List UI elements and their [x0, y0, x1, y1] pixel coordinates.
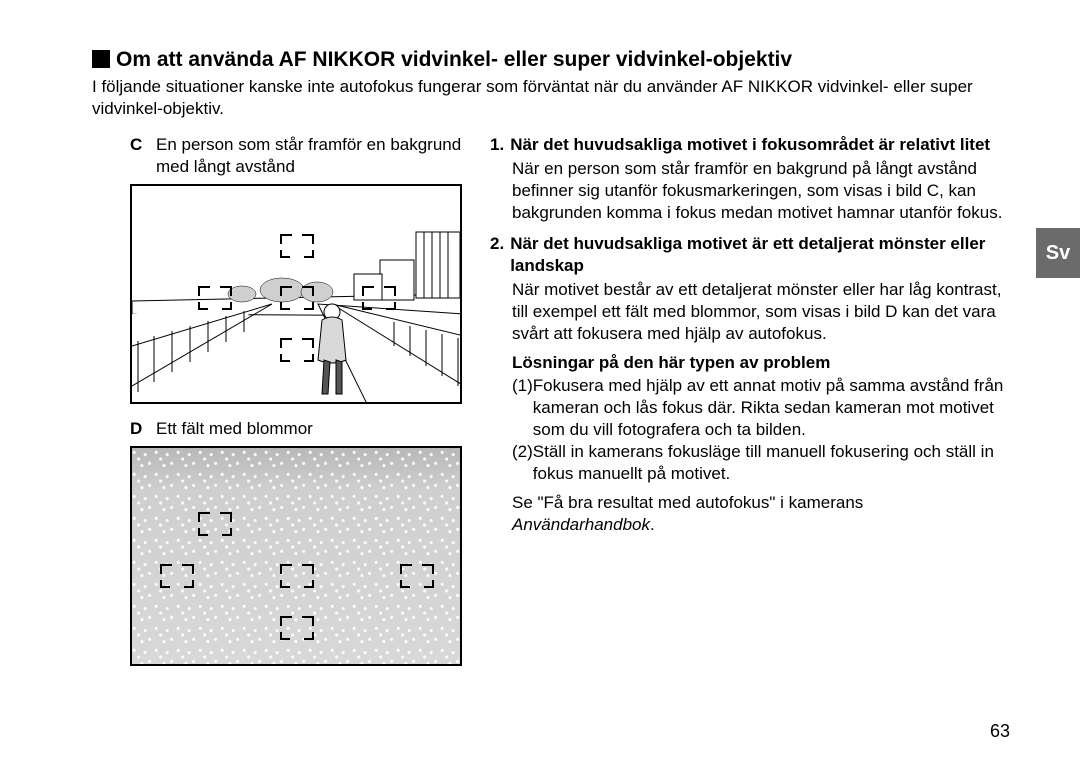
- item1-number: 1.: [490, 134, 504, 156]
- illustration-c: [130, 184, 462, 404]
- caption-d-text: Ett fält med blommor: [156, 418, 313, 440]
- solution-2-text: Ställ in kamerans fokusläge till manuell…: [533, 441, 1010, 485]
- right-column: 1. När det huvudsakliga motivet i fokuso…: [490, 134, 1010, 680]
- flower-field-texture-icon: [132, 448, 460, 664]
- caption-c: C En person som står framför en bakgrund…: [130, 134, 462, 178]
- solution-1: (1) Fokusera med hjälp av ett annat moti…: [490, 375, 1010, 441]
- caption-d: D Ett fält med blommor: [130, 418, 462, 440]
- caption-c-text: En person som står framför en bakgrund m…: [156, 134, 462, 178]
- cityscape-drawing-icon: [132, 186, 462, 404]
- solution-2: (2) Ställ in kamerans fokusläge till man…: [490, 441, 1010, 485]
- section-heading-row: Om att använda AF NIKKOR vidvinkel- elle…: [92, 48, 1010, 72]
- list-item-2: 2. När det huvudsakliga motivet är ett d…: [490, 233, 1010, 277]
- left-column: C En person som står framför en bakgrund…: [92, 134, 462, 680]
- section-heading: Om att använda AF NIKKOR vidvinkel- elle…: [116, 48, 792, 72]
- illustration-d: [130, 446, 462, 666]
- language-tab: Sv: [1036, 228, 1080, 278]
- solution-2-number: (2): [512, 441, 533, 485]
- solutions-heading: Lösningar på den här typen av problem: [490, 353, 1010, 373]
- caption-c-letter: C: [130, 134, 146, 178]
- footnote-post: .: [650, 515, 655, 534]
- item2-number: 2.: [490, 233, 504, 277]
- item2-heading: När det huvudsakliga motivet är ett deta…: [510, 233, 1010, 277]
- footnote: Se "Få bra resultat med autofokus" i kam…: [490, 492, 1010, 536]
- manual-page: Om att använda AF NIKKOR vidvinkel- elle…: [0, 0, 1080, 700]
- page-number: 63: [990, 721, 1010, 742]
- solution-1-text: Fokusera med hjälp av ett annat motiv på…: [533, 375, 1010, 441]
- content-columns: C En person som står framför en bakgrund…: [92, 134, 1010, 680]
- heading-marker-icon: [92, 50, 110, 68]
- footnote-emphasis: Användarhandbok: [512, 515, 650, 534]
- item1-body: När en person som står framför en bakgru…: [490, 158, 1010, 224]
- list-item-1: 1. När det huvudsakliga motivet i fokuso…: [490, 134, 1010, 156]
- solution-1-number: (1): [512, 375, 533, 441]
- intro-paragraph: I följande situationer kanske inte autof…: [92, 76, 1010, 120]
- caption-d-letter: D: [130, 418, 146, 440]
- item1-heading: När det huvudsakliga motivet i fokusområ…: [510, 134, 990, 156]
- item2-body: När motivet består av ett detaljerat mön…: [490, 279, 1010, 345]
- footnote-pre: Se "Få bra resultat med autofokus" i kam…: [512, 493, 863, 512]
